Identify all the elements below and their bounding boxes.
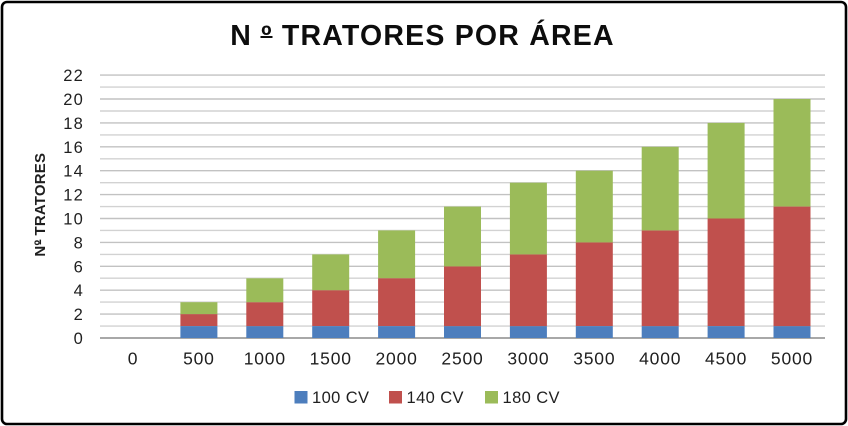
svg-text:Nº TRATORES: Nº TRATORES [32, 153, 49, 257]
svg-text:1000: 1000 [244, 349, 286, 369]
svg-text:14: 14 [63, 163, 84, 181]
svg-text:1500: 1500 [310, 349, 352, 369]
svg-text:0: 0 [74, 330, 84, 348]
svg-text:180 CV: 180 CV [503, 389, 560, 407]
svg-text:5000: 5000 [771, 349, 813, 369]
svg-text:18: 18 [63, 115, 84, 133]
svg-text:10: 10 [63, 211, 84, 229]
svg-text:100 CV: 100 CV [312, 389, 369, 407]
svg-text:4000: 4000 [639, 349, 681, 369]
svg-text:2500: 2500 [441, 349, 483, 369]
svg-text:3500: 3500 [573, 349, 615, 369]
svg-text:2: 2 [74, 306, 84, 324]
svg-text:500: 500 [183, 349, 215, 369]
svg-text:22: 22 [63, 67, 84, 85]
svg-text:2000: 2000 [376, 349, 418, 369]
svg-text:12: 12 [63, 187, 84, 205]
svg-text:3000: 3000 [507, 349, 549, 369]
svg-text:16: 16 [63, 139, 84, 157]
svg-text:20: 20 [63, 91, 84, 109]
svg-text:140 CV: 140 CV [407, 389, 464, 407]
svg-text:4: 4 [74, 282, 84, 300]
svg-text:0: 0 [128, 349, 139, 369]
svg-text:4500: 4500 [705, 349, 747, 369]
svg-text:8: 8 [74, 234, 84, 252]
svg-text:N º TRATORES POR ÁREA: N º TRATORES POR ÁREA [230, 20, 615, 52]
svg-text:6: 6 [74, 258, 84, 276]
